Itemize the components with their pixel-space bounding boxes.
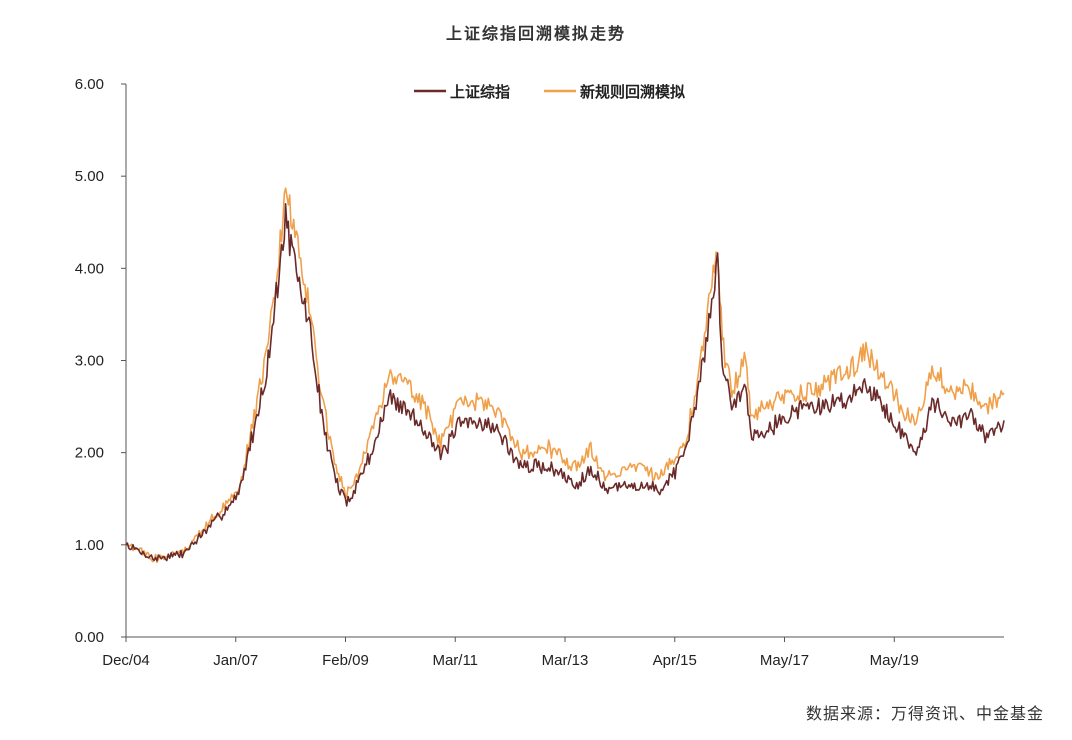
x-tick-label: Jan/07 bbox=[213, 652, 258, 669]
series-line-simulation bbox=[125, 187, 1005, 564]
x-tick-label: May/17 bbox=[760, 652, 809, 669]
x-tick-label: Mar/13 bbox=[542, 652, 589, 669]
series-lines bbox=[125, 187, 1005, 564]
x-tick-label: Feb/09 bbox=[322, 652, 369, 669]
x-tick-label: Apr/15 bbox=[653, 652, 697, 669]
y-tick-label: 6.00 bbox=[75, 76, 104, 93]
x-tick-label: Dec/04 bbox=[102, 652, 150, 669]
y-tick-label: 2.00 bbox=[75, 445, 104, 462]
y-tick-label: 5.00 bbox=[75, 168, 104, 185]
line-chart: 0.00 1.00 2.00 3.00 4.00 5.00 6.00 Dec/04 Jan/0… bbox=[75, 76, 1005, 669]
x-axis-ticks: Dec/04 Jan/07 Feb/09 Mar/11 Mar/13 Apr/15 May/… bbox=[102, 637, 919, 669]
chart-legend: 上证综指 新规则回溯模拟 bbox=[414, 83, 685, 101]
x-tick-label: Mar/11 bbox=[432, 652, 478, 669]
x-tick-label: May/19 bbox=[870, 652, 919, 669]
y-tick-label: 3.00 bbox=[75, 353, 104, 370]
legend-label: 上证综指 bbox=[450, 83, 510, 101]
y-tick-label: 0.00 bbox=[75, 629, 104, 646]
chart-title: 上证综指回溯模拟走势 bbox=[445, 24, 626, 43]
source-note: 数据来源：万得资讯、中金基金 bbox=[805, 704, 1044, 723]
y-tick-label: 4.00 bbox=[75, 260, 104, 277]
y-tick-label: 1.00 bbox=[75, 537, 104, 554]
legend-label: 新规则回溯模拟 bbox=[580, 83, 685, 101]
y-axis-ticks: 0.00 1.00 2.00 3.00 4.00 5.00 6.00 bbox=[75, 76, 126, 646]
series-line-index bbox=[125, 203, 1005, 562]
